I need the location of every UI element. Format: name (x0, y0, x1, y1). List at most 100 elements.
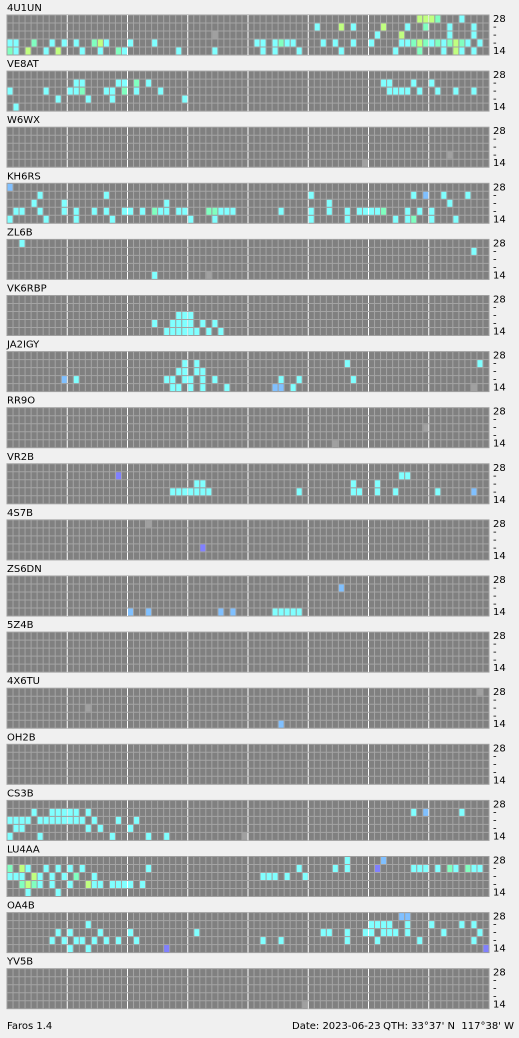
band-label: 14 (493, 270, 506, 281)
signal-cell (188, 328, 194, 335)
signal-cell (164, 207, 170, 215)
signal-cell (344, 360, 350, 368)
signal-cell (230, 608, 236, 616)
band-label: - (493, 471, 497, 482)
signal-cell (85, 808, 91, 816)
signal-cell (91, 873, 97, 880)
signal-cell (37, 832, 43, 840)
signal-cell (25, 47, 31, 55)
signal-cell (7, 873, 13, 880)
signal-cell (447, 199, 453, 207)
signal-cell (146, 520, 152, 528)
signal-cell (278, 207, 284, 215)
signal-cell (152, 39, 158, 47)
band-label: - (493, 599, 497, 610)
signal-cell (387, 87, 393, 95)
signal-cell (296, 47, 302, 55)
band-label: 28 (493, 351, 506, 362)
signal-cell (417, 39, 423, 47)
station-label: VR2B (7, 452, 34, 463)
band-label: 14 (493, 831, 506, 842)
signal-cell (381, 207, 387, 215)
band-label: 28 (493, 295, 506, 306)
signal-cell (194, 360, 200, 368)
signal-cell (411, 79, 417, 87)
signal-cell (170, 488, 176, 496)
signal-cell (31, 808, 37, 816)
signal-cell (176, 312, 182, 319)
signal-cell (85, 881, 91, 888)
signal-cell (158, 207, 164, 215)
station-label: 4S7B (7, 508, 33, 519)
signal-cell (477, 688, 483, 696)
signal-cell (170, 328, 176, 335)
signal-cell (103, 87, 109, 95)
qth: QTH: 33°37' N 117°38' W (383, 1021, 514, 1032)
date: Date: 2023-06-23 (292, 1021, 381, 1032)
signal-cell (85, 704, 91, 712)
station-label: VE8AT (7, 59, 40, 70)
signal-cell (73, 39, 79, 47)
signal-cell (97, 47, 103, 55)
signal-cell (67, 865, 73, 872)
signal-cell (411, 215, 417, 223)
signal-cell (405, 472, 411, 480)
signal-cell (429, 921, 435, 929)
app-version: Faros 1.4 (7, 1021, 52, 1032)
signal-cell (278, 384, 284, 392)
signal-cell (375, 207, 381, 215)
band-label: 14 (493, 551, 506, 562)
signal-cell (459, 921, 465, 929)
signal-cell (471, 23, 477, 31)
signal-cell (477, 929, 483, 937)
signal-cell (67, 87, 73, 95)
signal-cell (369, 207, 375, 215)
band-label: - (493, 375, 497, 386)
signal-cell (188, 215, 194, 223)
band-label: - (493, 864, 497, 875)
signal-cell (278, 39, 284, 47)
signal-cell (393, 929, 399, 937)
signal-cell (61, 873, 67, 880)
signal-cell (164, 945, 170, 953)
band-label: - (493, 487, 497, 498)
signal-cell (55, 929, 61, 937)
signal-cell (121, 881, 127, 888)
signal-cell (477, 360, 483, 368)
signal-cell (115, 881, 121, 888)
signal-cell (375, 937, 381, 945)
signal-cell (417, 87, 423, 95)
signal-cell (224, 384, 230, 392)
signal-cell (176, 368, 182, 376)
signal-cell (134, 816, 140, 824)
signal-cell (320, 929, 326, 937)
signal-cell (332, 39, 338, 47)
band-label: - (493, 591, 497, 602)
signal-cell (25, 889, 31, 896)
signal-cell (170, 384, 176, 392)
signal-cell (453, 39, 459, 47)
station-label: KH6RS (7, 171, 41, 182)
band-label: 28 (493, 407, 506, 418)
signal-cell (194, 480, 200, 488)
signal-cell (67, 881, 73, 888)
signal-cell (471, 865, 477, 872)
signal-cell (350, 488, 356, 496)
band-label: - (493, 254, 497, 265)
signal-cell (212, 47, 218, 55)
signal-cell (417, 15, 423, 23)
signal-cell (7, 832, 13, 840)
signal-cell (212, 207, 218, 215)
signal-cell (134, 79, 140, 87)
signal-cell (453, 87, 459, 95)
band-label: - (493, 984, 497, 995)
signal-cell (7, 87, 13, 95)
signal-cell (218, 207, 224, 215)
signal-cell (260, 937, 266, 945)
signal-cell (332, 865, 338, 872)
signal-cell (375, 865, 381, 872)
signal-cell (387, 929, 393, 937)
signal-cell (224, 207, 230, 215)
signal-cell (176, 384, 182, 392)
signal-cell (471, 384, 477, 392)
